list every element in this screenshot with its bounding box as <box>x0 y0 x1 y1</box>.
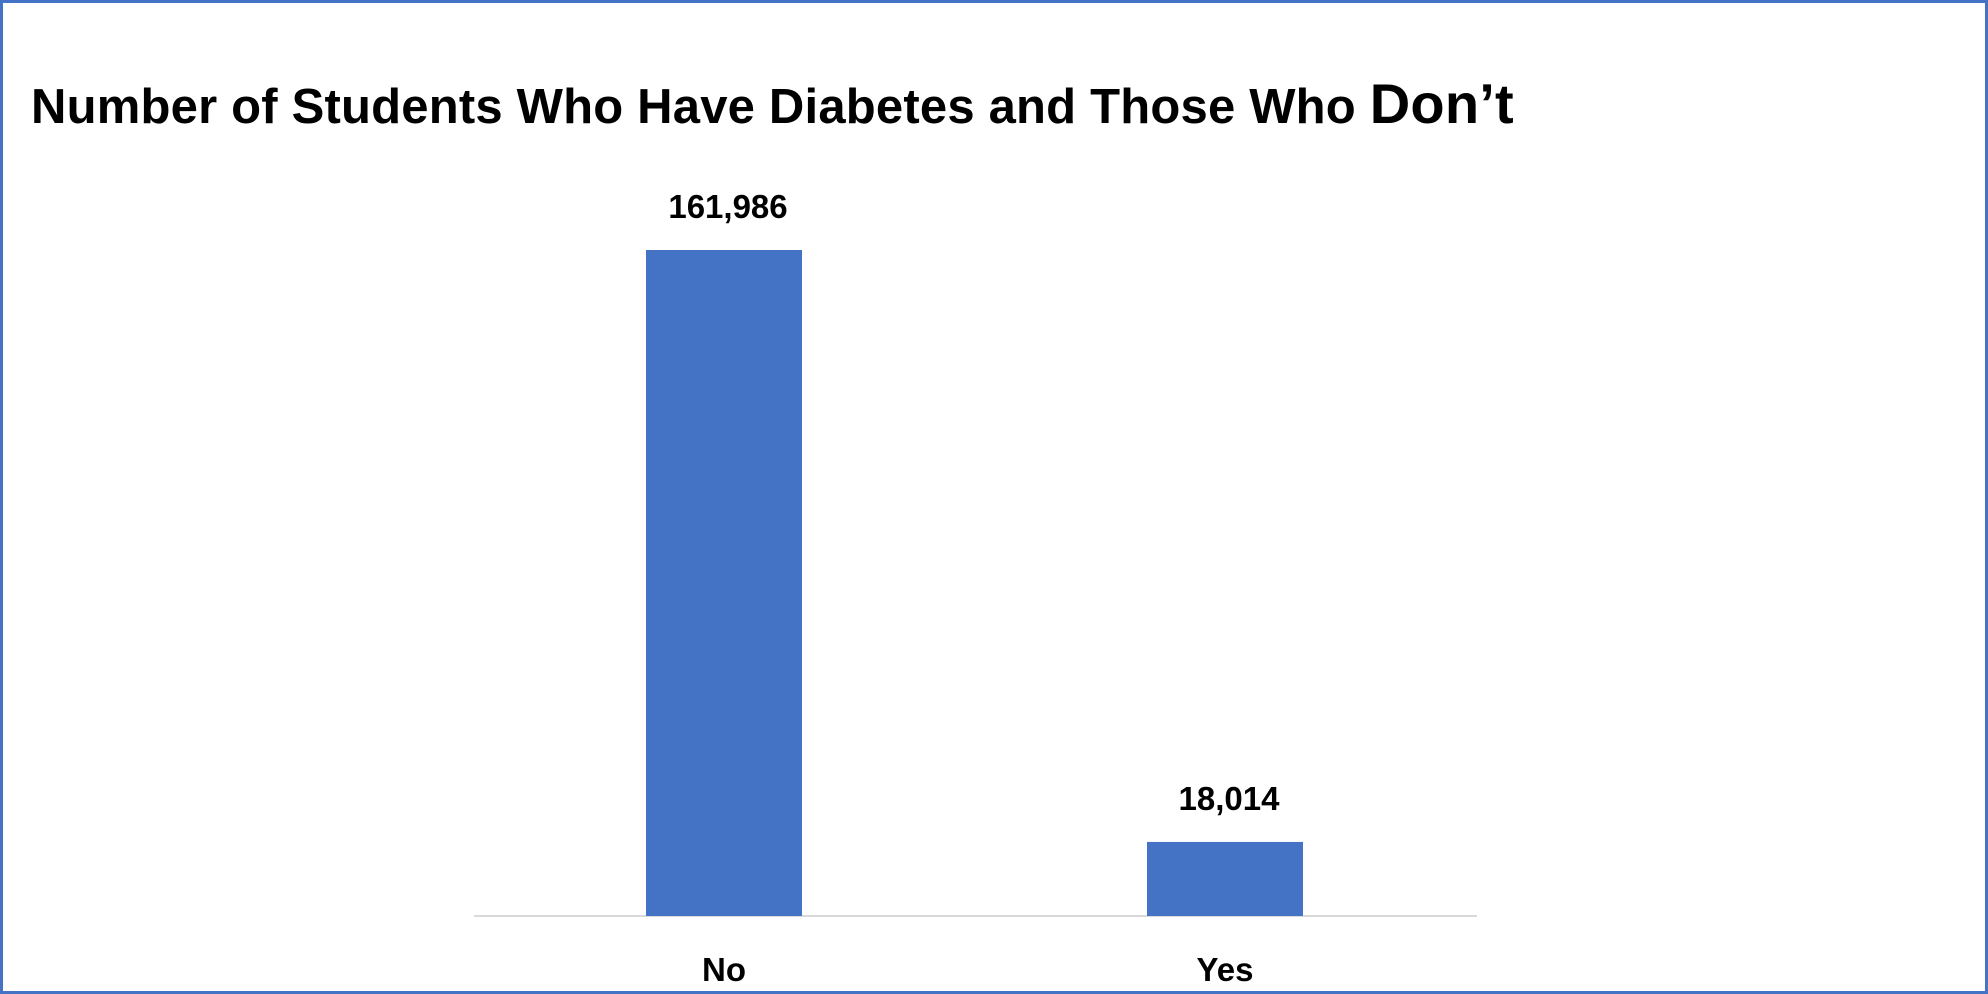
chart-title-main: Number of Students Who Have Diabetes and… <box>31 80 1356 134</box>
data-label-no: 161,986 <box>668 188 787 225</box>
x-tick-label-yes: Yes <box>1197 951 1254 988</box>
chart-title: Number of Students Who Have Diabetes and… <box>31 71 1514 136</box>
bar-chart: 161,986 No 18,014 Yes <box>474 188 1477 988</box>
x-tick-label-no: No <box>702 951 746 988</box>
chart-title-tail: Don’t <box>1369 72 1514 135</box>
data-label-yes: 18,014 <box>1179 780 1281 817</box>
bar-yes <box>1147 841 1303 916</box>
bar-no <box>646 250 802 916</box>
